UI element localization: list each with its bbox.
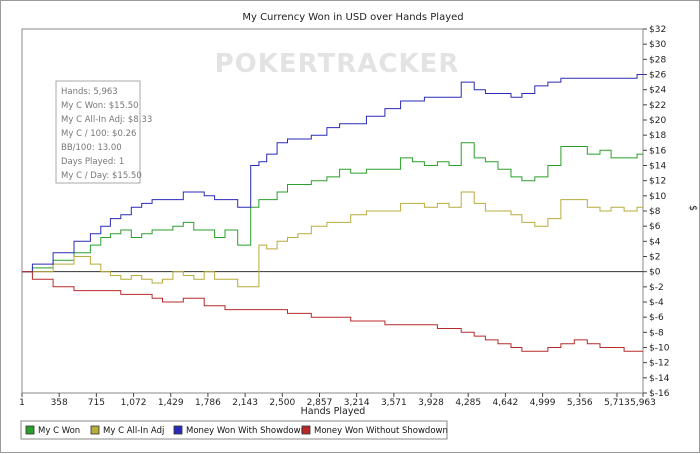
y-tick-label: $-12 <box>649 359 669 369</box>
x-tick-label: 5,356 <box>567 398 593 408</box>
watermark: POKERTRACKER <box>215 49 460 79</box>
info-line: My C / 100: $0.26 <box>61 129 136 139</box>
legend-label: Money Won With Showdown <box>186 426 306 436</box>
y-tick-label: $10 <box>649 192 666 202</box>
x-tick-label: 5,963 <box>630 398 656 408</box>
y-tick-label: $6 <box>649 222 661 232</box>
series-layer <box>22 74 643 352</box>
series-line-3 <box>22 74 643 273</box>
x-tick-label: 3,571 <box>381 398 407 408</box>
legend-item[interactable]: Money Won Without Showdown <box>301 425 448 436</box>
x-tick-label: 2,500 <box>269 398 295 408</box>
series-line-1 <box>22 142 643 273</box>
y-tick-label: $2 <box>649 253 660 263</box>
legend-label: My C Won <box>38 426 80 436</box>
info-box: Hands: 5,963 My C Won: $15.50 My C All-In … <box>55 80 152 184</box>
info-line: Hands: 5,963 <box>61 87 118 97</box>
y-tick-label: $0 <box>649 268 661 278</box>
x-tick-label: 4,999 <box>530 398 556 408</box>
legend-swatch <box>173 425 183 435</box>
y-tick-label: $-14 <box>649 374 670 384</box>
info-line: BB/100: 13.00 <box>61 143 122 153</box>
x-axis: 1 358 715 1,072 1,429 1,786 2,143 2,500 2,857 3,2… <box>19 393 656 408</box>
legend: My C Won My C All-In Adj Money Won With Sh… <box>20 420 448 440</box>
x-tick-label: 3,928 <box>418 398 444 408</box>
y-tick-label: $-8 <box>649 328 664 338</box>
legend-item[interactable]: My C All-In Adj <box>90 425 164 436</box>
x-tick-label: 358 <box>51 398 68 408</box>
y-tick-label: $24 <box>649 86 666 96</box>
x-tick-label: 1,786 <box>195 398 221 408</box>
x-axis-title: Hands Played <box>301 406 366 417</box>
y-tick-label: $28 <box>649 55 666 65</box>
x-tick-label: 4,642 <box>493 398 519 408</box>
x-tick-label: 715 <box>88 398 105 408</box>
info-line: My C Won: $15.50 <box>61 101 139 111</box>
y-tick-label: $18 <box>649 131 666 141</box>
y-tick-label: $16 <box>649 146 666 156</box>
y-tick-label: $-10 <box>649 344 670 354</box>
x-tick-label: 5,713 <box>604 398 630 408</box>
x-tick-label: 1 <box>19 398 25 408</box>
x-tick-label: 2,857 <box>307 398 333 408</box>
legend-swatch <box>90 425 100 435</box>
y-tick-label: $8 <box>649 207 661 217</box>
info-line: My C / Day: $15.50 <box>61 171 142 181</box>
info-line: Days Played: 1 <box>61 157 124 167</box>
series-line-4 <box>22 271 643 352</box>
y-tick-label: $-4 <box>649 298 664 308</box>
legend-swatch <box>25 425 35 435</box>
y-tick-label: $-16 <box>649 389 670 399</box>
y-tick-label: $4 <box>649 237 661 247</box>
info-line: My C All-In Adj: $8.33 <box>61 115 152 125</box>
y-tick-label: $14 <box>649 162 666 172</box>
series-line-2 <box>22 191 643 288</box>
y-tick-label: $-6 <box>649 313 664 323</box>
y-axis: $32 $30 $28 $26 $24 $22 $20 $18 $16 $14 $12 $10 $8 $6… <box>643 25 670 399</box>
chart-title: My Currency Won in USD over Hands Played <box>242 12 463 23</box>
y-tick-label: $12 <box>649 177 666 187</box>
x-tick-label: 3,214 <box>344 398 370 408</box>
y-tick-label: $26 <box>649 71 666 81</box>
x-tick-label: 4,285 <box>455 398 481 408</box>
legend-label: My C All-In Adj <box>103 426 164 436</box>
legend-label: Money Won Without Showdown <box>314 426 448 436</box>
legend-swatch <box>301 425 311 435</box>
legend-item[interactable]: Money Won With Showdown <box>173 425 306 436</box>
y-tick-label: $30 <box>649 40 666 50</box>
y-tick-label: $32 <box>649 25 666 35</box>
y-tick-label: $20 <box>649 116 666 126</box>
x-tick-label: 2,143 <box>232 398 258 408</box>
x-tick-label: 1,072 <box>121 398 147 408</box>
x-tick-label: 1,429 <box>158 398 184 408</box>
legend-item[interactable]: My C Won <box>25 425 80 436</box>
y-tick-label: $-2 <box>649 283 664 293</box>
y-axis-title: $ <box>687 205 698 211</box>
y-tick-label: $22 <box>649 101 666 111</box>
